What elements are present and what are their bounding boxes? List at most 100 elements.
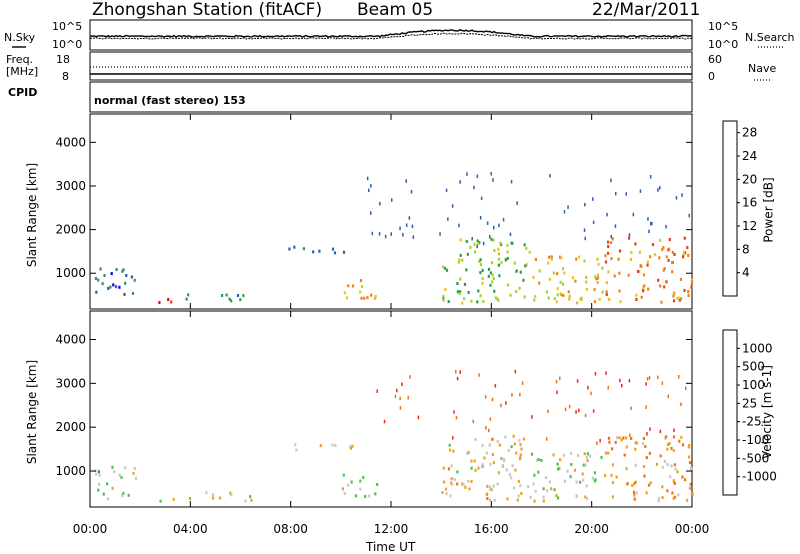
power-cell xyxy=(343,291,346,295)
velocity-colorbar-tick-label: 500 xyxy=(742,360,765,374)
velocity-cell xyxy=(442,466,445,470)
velocity-cell xyxy=(473,459,476,463)
power-cell xyxy=(559,280,562,284)
nave-label: Nave xyxy=(748,62,777,75)
velocity-cell xyxy=(368,494,371,498)
x-tick-label: 04:00 xyxy=(173,522,208,536)
power-sparse-echo xyxy=(371,231,374,236)
power-cell xyxy=(513,261,516,265)
velocity-cell xyxy=(668,442,671,446)
power-cell xyxy=(561,267,565,271)
power-cell xyxy=(559,292,562,296)
power-colorbar-tick-label: 16 xyxy=(742,196,757,210)
velocity-cell xyxy=(517,479,520,483)
power-cell xyxy=(654,253,657,257)
power-cell xyxy=(461,301,464,305)
velocity-cell xyxy=(342,473,345,477)
velocity-cell xyxy=(672,435,676,439)
velocity-colorbar-tick-label: -25 xyxy=(742,415,762,429)
velocity-cell xyxy=(535,458,538,462)
velocity-cell xyxy=(205,491,208,495)
velocity-sparse-echo xyxy=(559,376,561,381)
power-cell xyxy=(618,249,622,253)
velocity-cell xyxy=(464,485,467,489)
velocity-sparse-echo xyxy=(673,428,675,432)
nsky-tick-low: 10^0 xyxy=(52,38,83,51)
velocity-cell xyxy=(670,446,673,450)
velocity-cell xyxy=(529,495,532,499)
velocity-sparse-echo xyxy=(383,419,386,424)
velocity-cell xyxy=(611,481,615,485)
velocity-cell xyxy=(488,443,491,447)
velocity-cell xyxy=(133,467,136,471)
velocity-cell xyxy=(507,449,510,452)
power-cell xyxy=(555,300,558,304)
velocity-cell xyxy=(97,488,100,492)
velocity-cell xyxy=(503,459,506,463)
power-sparse-echo xyxy=(584,202,586,207)
velocity-sparse-echo xyxy=(664,436,667,440)
power-cell xyxy=(665,280,668,284)
velocity-sparse-echo xyxy=(407,396,409,400)
velocity-cell xyxy=(134,476,138,480)
velocity-cell xyxy=(604,451,608,455)
x-axis-label: Time UT xyxy=(366,540,416,554)
velocity-cell xyxy=(557,496,560,500)
velocity-sparse-echo xyxy=(646,377,649,381)
velocity-cell xyxy=(466,452,469,455)
velocity-colorbar-tick-label: -100 xyxy=(742,433,769,447)
power-cell xyxy=(646,263,649,267)
power-cell xyxy=(646,260,649,264)
power-cell xyxy=(230,299,233,303)
power-cell xyxy=(497,257,501,261)
velocity-sparse-echo xyxy=(619,378,621,383)
velocity-sparse-echo xyxy=(485,426,487,430)
power-cell xyxy=(444,266,447,270)
velocity-sparse-echo xyxy=(578,408,580,413)
freq-unit-label: [MHz] xyxy=(6,65,39,78)
power-cell xyxy=(635,298,638,301)
power-sparse-echo xyxy=(490,172,492,176)
velocity-colorbar-tick-label: -1000 xyxy=(742,470,777,484)
velocity-sparse-echo xyxy=(452,436,454,440)
velocity-cell xyxy=(376,483,379,486)
power-cell xyxy=(456,282,459,285)
velocity-cell xyxy=(113,470,116,474)
power-colorbar-tick-label: 12 xyxy=(742,219,757,233)
power-cell xyxy=(567,290,570,294)
power-cell xyxy=(617,257,620,261)
velocity-cell xyxy=(680,435,683,439)
velocity-cell xyxy=(689,482,692,486)
power-cell xyxy=(479,263,483,267)
power-cell xyxy=(630,250,633,254)
velocity-cell xyxy=(552,453,555,457)
velocity-cell xyxy=(633,482,636,486)
velocity-cell xyxy=(453,478,456,482)
velocity-sparse-echo xyxy=(394,394,397,399)
power-cell xyxy=(293,245,296,249)
velocity-cell xyxy=(533,473,536,477)
power-sparse-echo xyxy=(688,213,690,218)
power-sparse-echo xyxy=(476,244,478,249)
power-cell xyxy=(687,254,690,257)
power-cell xyxy=(574,279,577,283)
power-cell xyxy=(682,250,686,254)
velocity-sparse-echo xyxy=(494,384,497,388)
station-title: Zhongshan Station (fitACF) xyxy=(92,0,323,20)
velocity-cell xyxy=(491,453,494,456)
velocity-cell xyxy=(562,453,565,457)
velocity-cell xyxy=(674,467,677,471)
power-sparse-echo xyxy=(493,225,495,230)
velocity-colorbar-tick-label: 25 xyxy=(742,396,757,410)
power-sparse-echo xyxy=(592,220,595,225)
velocity-cell xyxy=(124,466,127,470)
velocity-cell xyxy=(118,473,121,477)
velocity-colorbar-tick-label: -500 xyxy=(742,451,769,465)
power-cell xyxy=(595,277,598,281)
power-sparse-echo xyxy=(466,172,468,176)
power-cell xyxy=(479,294,482,298)
power-cell xyxy=(489,283,492,287)
power-cell xyxy=(504,258,507,262)
velocity-cell xyxy=(486,484,489,488)
power-sparse-echo xyxy=(445,188,448,193)
